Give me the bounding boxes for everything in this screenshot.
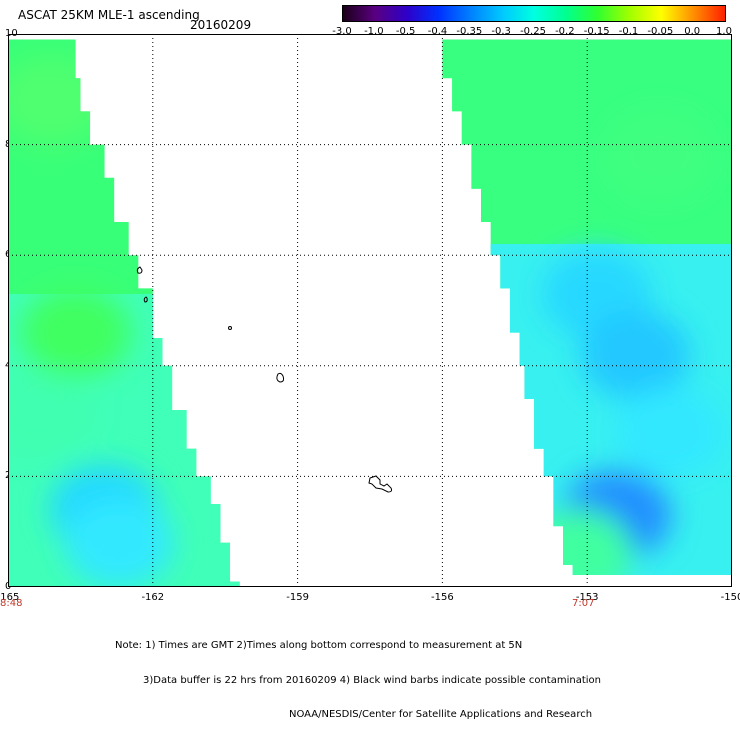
colorbar-label: -0.05 bbox=[647, 26, 674, 37]
map-date: 20160209 bbox=[190, 18, 252, 32]
colorbar-label: -0.4 bbox=[427, 26, 448, 37]
time-label: 7:07 bbox=[572, 598, 595, 609]
island-outlines bbox=[136, 266, 393, 493]
island-outline bbox=[143, 296, 148, 303]
x-tick-label: -159 bbox=[286, 592, 309, 603]
x-tick-label: -156 bbox=[431, 592, 454, 603]
wind-color-patch bbox=[604, 110, 715, 201]
x-tick-label: -150 bbox=[720, 592, 740, 603]
colorbar-label: 1.0 bbox=[716, 26, 732, 37]
time-label: 8:48 bbox=[0, 598, 23, 609]
wind-map-plot bbox=[8, 34, 732, 587]
wind-color-patch bbox=[580, 309, 691, 400]
x-tick-label: -165 bbox=[0, 592, 20, 603]
wind-color-patch bbox=[614, 387, 725, 478]
x-tick-label: -153 bbox=[575, 592, 599, 603]
colorbar-label: -0.15 bbox=[583, 26, 610, 37]
wind-color-patch bbox=[64, 497, 175, 587]
colorbar-labels: -3.0 -1.0 -0.5 -0.4 -0.35 -0.3 -0.25 -0.2 -0.15-… bbox=[330, 26, 735, 38]
wind-color-patch bbox=[8, 365, 92, 456]
map-title: ASCAT 25KM MLE-1 ascending bbox=[18, 8, 200, 22]
colorbar-label: -0.25 bbox=[520, 26, 546, 37]
footnotes: Note: 1) Times are GMT 2)Times along bot… bbox=[115, 617, 601, 732]
grid-lines bbox=[8, 34, 732, 587]
colorbar bbox=[342, 5, 726, 22]
y-tick-label: 10 bbox=[5, 28, 18, 39]
note-line-3: NOAA/NESDIS/Center for Satellite Applica… bbox=[289, 709, 593, 720]
colorbar-label: -3.0 bbox=[332, 26, 352, 37]
island-outline bbox=[136, 266, 143, 274]
island-outline bbox=[228, 326, 232, 330]
x-tick-label: -162 bbox=[141, 592, 165, 603]
island-outline bbox=[276, 372, 285, 383]
wind-color-patch bbox=[20, 287, 131, 378]
colorbar-label: -1.0 bbox=[364, 26, 384, 37]
note-line-1: Note: 1) Times are GMT 2)Times along bot… bbox=[115, 640, 523, 651]
colorbar-label: -0.1 bbox=[618, 26, 639, 37]
colorbar-label: 0.0 bbox=[684, 26, 701, 37]
wind-color-patch bbox=[8, 55, 107, 146]
colorbar-label: -0.2 bbox=[555, 26, 575, 37]
colorbar-label: -0.3 bbox=[491, 26, 511, 37]
colorbar-label: -0.5 bbox=[395, 26, 416, 37]
island-outline bbox=[368, 475, 393, 493]
note-line-2: 3)Data buffer is 22 hrs from 20160209 4)… bbox=[143, 674, 601, 686]
colorbar-label: -0.35 bbox=[456, 26, 483, 37]
plot-frame bbox=[8, 34, 732, 587]
